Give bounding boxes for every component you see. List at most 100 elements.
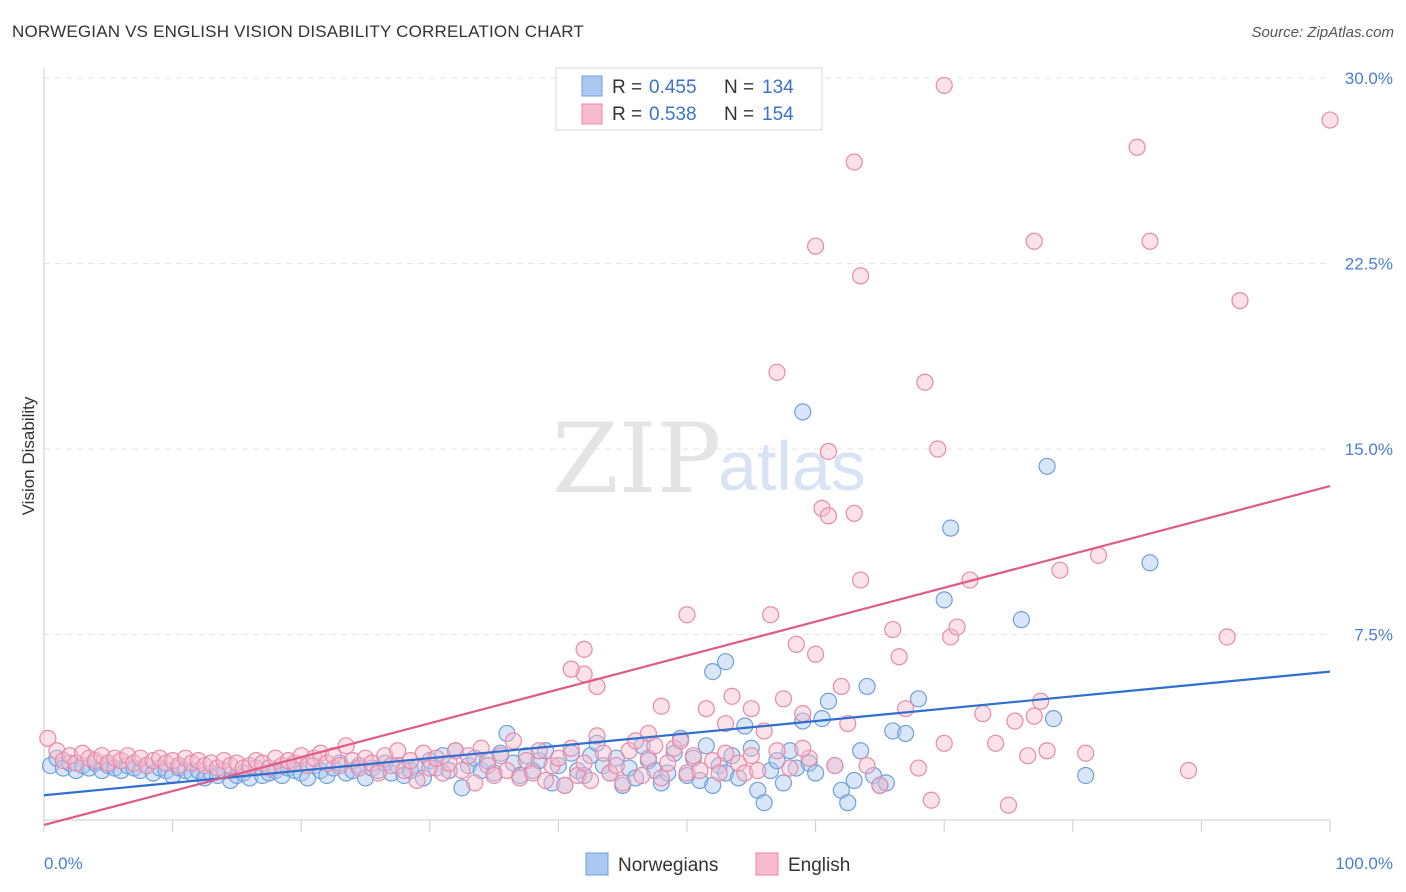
norwegians-point-90 (620, 759, 638, 777)
english-point-170 (1025, 232, 1043, 250)
english-point-100 (684, 747, 703, 765)
english-point-115 (781, 759, 799, 777)
english-point-163 (768, 363, 786, 381)
english-point-110 (749, 761, 767, 780)
english-point-144 (1019, 747, 1037, 765)
watermark: ZIP atlas (552, 403, 866, 515)
english-point-133 (916, 373, 934, 391)
english-point-113 (768, 742, 786, 760)
norwegians-point-108 (736, 717, 754, 735)
english-point-68 (479, 756, 497, 775)
english-point-159 (652, 697, 670, 715)
bottom-legend: Norwegians English (585, 852, 850, 876)
english-point-90 (620, 742, 638, 760)
norwegians-point-142 (704, 662, 722, 681)
norwegians-point-127 (858, 677, 876, 696)
norwegians-point-120 (813, 709, 831, 728)
norwegians-point-126 (852, 742, 870, 760)
norwegians-point-136 (1012, 611, 1030, 629)
chart-source: Source: ZipAtlas.com (1251, 24, 1394, 41)
english-point-161 (716, 714, 735, 733)
english-point-80 (556, 776, 574, 794)
legend-r-label-norwegians: R = (612, 77, 642, 98)
grid-lines (44, 77, 1330, 635)
legend-swatch-norwegians (581, 75, 603, 97)
legend: R = 0.455 N = 134 R = 0.538 N = 154 (555, 67, 823, 131)
english-point-0 (39, 729, 57, 747)
english-point-96 (659, 754, 677, 772)
english-point-105 (716, 744, 735, 762)
english-point-122 (826, 756, 844, 775)
norwegians-trend-line (43, 670, 1331, 797)
english-point-107 (729, 754, 748, 772)
y-tick-label-1: 15.0% (1345, 440, 1393, 459)
english-point-121 (819, 507, 838, 525)
english-point-158 (639, 724, 658, 743)
norwegians-point-139 (1077, 766, 1095, 785)
norwegians-point-124 (839, 794, 857, 812)
trend-lines (43, 485, 1331, 827)
english-point-137 (942, 628, 960, 646)
english-point-71 (498, 761, 516, 780)
norwegians-point-134 (935, 591, 953, 609)
english-point-160 (678, 606, 696, 624)
english-point-138 (948, 618, 966, 636)
english-point-173 (1321, 111, 1339, 129)
y-tick-label-0: 7.5% (1354, 626, 1393, 645)
english-point-73 (511, 769, 529, 787)
norwegians-point-105 (716, 764, 735, 782)
english-point-83 (575, 754, 593, 772)
norwegians-point-102 (697, 737, 715, 755)
norwegians-point-113 (768, 752, 786, 770)
english-point-109 (742, 700, 760, 718)
english-point-76 (530, 742, 548, 760)
english-point-151 (1141, 232, 1159, 250)
english-point-52 (376, 747, 394, 765)
english-point-72 (504, 732, 522, 750)
norwegians-point-114 (774, 774, 793, 792)
english-point-4 (67, 754, 85, 772)
english-point-165 (806, 237, 825, 255)
norwegians-point-135 (942, 519, 960, 537)
norwegians-point-143 (794, 403, 812, 421)
english-point-117 (794, 705, 812, 723)
english-point-102 (697, 700, 715, 718)
norwegians-point-64 (453, 779, 471, 797)
english-point-134 (922, 791, 940, 809)
english-point-149 (1089, 546, 1108, 564)
english-point-98 (671, 732, 690, 750)
english-point-108 (736, 764, 754, 782)
english-point-136 (935, 734, 953, 752)
bottom-legend-norwegians: Norwegians (618, 855, 718, 876)
english-point-171 (1038, 742, 1056, 760)
english-point-156 (562, 660, 580, 678)
english-point-81 (562, 739, 580, 757)
english-point-123 (832, 677, 850, 696)
x-tick-labels: 0.0% 100.0% (44, 854, 1393, 873)
english-point-104 (710, 764, 728, 782)
y-axis-label: Vision Disability (19, 396, 38, 515)
english-point-125 (845, 504, 863, 522)
bottom-legend-english: English (788, 855, 850, 876)
english-point-101 (691, 761, 709, 780)
norwegians-point-128 (864, 766, 883, 785)
norwegians-point-121 (819, 692, 838, 710)
norwegians-point-112 (761, 761, 780, 780)
english-point-84 (581, 771, 600, 790)
english-point-128 (871, 776, 889, 794)
english-point-148 (1077, 744, 1095, 762)
english-point-66 (466, 774, 484, 792)
english-point-150 (1128, 138, 1146, 156)
english-point-135 (929, 440, 947, 458)
english-point-168 (852, 267, 870, 285)
legend-n-label-norwegians: N = (724, 77, 754, 98)
norwegians-point-119 (806, 764, 825, 782)
legend-r-value-english: 0.538 (649, 104, 697, 125)
norwegians-point-95 (652, 774, 670, 792)
norwegians-point-141 (716, 653, 735, 671)
bottom-legend-swatch-norwegians (585, 852, 609, 876)
english-point-166 (819, 442, 838, 461)
english-point-69 (485, 766, 503, 785)
english-point-61 (434, 764, 452, 782)
english-point-91 (626, 732, 645, 750)
